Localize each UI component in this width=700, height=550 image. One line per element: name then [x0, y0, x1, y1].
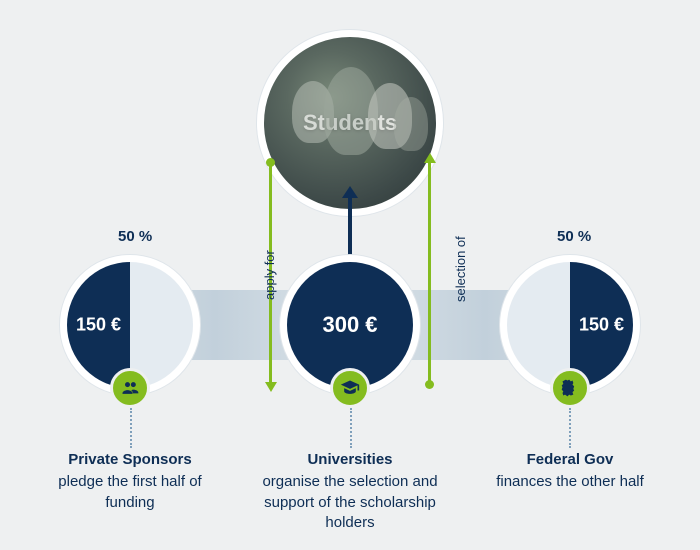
- caption-right-desc: finances the other half: [496, 473, 644, 490]
- connector-select-line: [428, 162, 431, 384]
- caption-left: Private Sponsors pledge the first half o…: [40, 450, 220, 513]
- connector-select-dot: [425, 380, 434, 389]
- amount-right: 150 €: [570, 315, 633, 336]
- connector-apply-label: apply for: [262, 250, 277, 300]
- people-icon: [110, 368, 150, 408]
- connector-select-arrow: [424, 153, 436, 163]
- caption-right-title: Federal Gov: [480, 450, 660, 470]
- dotted-mid: [350, 408, 352, 448]
- caption-mid: Universities organise the selection and …: [260, 450, 440, 533]
- connector-apply-arrow: [265, 382, 277, 392]
- caption-right: Federal Gov finances the other half: [480, 450, 660, 493]
- dotted-left: [130, 408, 132, 448]
- amount-left: 150 €: [67, 315, 130, 336]
- graduation-icon: [330, 368, 370, 408]
- connector-apply-dot: [266, 158, 275, 167]
- caption-mid-desc: organise the selection and support of th…: [262, 473, 437, 531]
- fund-arrow-head: [342, 186, 358, 198]
- fund-arrow-line: [348, 195, 352, 257]
- caption-left-title: Private Sponsors: [40, 450, 220, 470]
- percent-right: 50 %: [557, 228, 591, 245]
- dotted-right: [569, 408, 571, 448]
- connector-select-label: selection of: [453, 236, 468, 302]
- germany-icon: [550, 368, 590, 408]
- caption-left-desc: pledge the first half of funding: [58, 473, 201, 510]
- amount-mid: 300 €: [287, 312, 413, 338]
- caption-mid-title: Universities: [260, 450, 440, 470]
- percent-left: 50 %: [118, 228, 152, 245]
